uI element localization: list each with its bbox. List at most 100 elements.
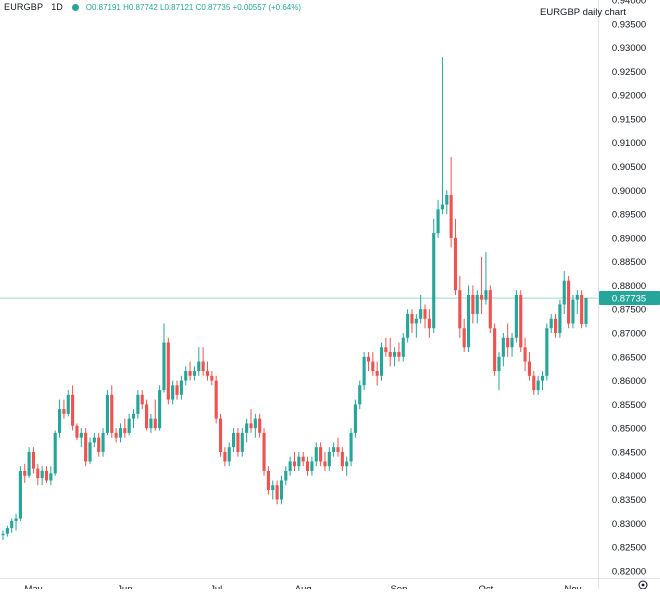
candle — [175, 380, 179, 400]
candle — [432, 218, 436, 334]
candle — [336, 437, 340, 457]
symbol-label[interactable]: EURGBP — [4, 2, 44, 12]
candle-body — [532, 375, 536, 391]
last-price-tag: 0.87735 — [599, 291, 660, 306]
candle — [84, 428, 88, 467]
candle-body — [540, 375, 545, 381]
candle — [519, 290, 523, 353]
candle-body — [105, 394, 109, 433]
candle — [319, 442, 323, 467]
candle-body — [527, 361, 532, 376]
candle-body — [31, 451, 36, 469]
x-tick-label: May — [24, 584, 42, 589]
candle — [5, 525, 9, 537]
y-tick-label: 0.93500 — [612, 19, 646, 30]
candle-body — [284, 470, 288, 481]
candle-body — [14, 518, 18, 521]
candle-body — [345, 461, 349, 467]
candle — [223, 447, 227, 467]
candle — [123, 418, 127, 438]
candle — [258, 413, 262, 438]
candle-body — [36, 468, 40, 479]
candle-body — [423, 309, 427, 319]
candle — [149, 413, 153, 433]
y-tick-label: 0.91000 — [612, 138, 646, 149]
candle-body — [97, 437, 101, 452]
candle — [514, 290, 518, 343]
candle — [49, 466, 53, 486]
candle — [140, 390, 144, 410]
candle — [188, 361, 192, 381]
y-tick-label: 0.94000 — [612, 0, 646, 7]
candle-body — [171, 385, 175, 400]
candle — [393, 347, 397, 367]
candle — [327, 447, 331, 471]
timeframe-label[interactable]: 1D — [51, 2, 63, 12]
y-tick-label: 0.85000 — [612, 424, 646, 435]
candle — [166, 337, 170, 405]
market-status-icon — [71, 3, 79, 11]
candle-body — [410, 313, 414, 324]
candle-body — [218, 418, 223, 452]
candle — [136, 390, 140, 419]
candle-body — [406, 313, 410, 338]
candle — [153, 399, 157, 431]
candle-body — [53, 432, 57, 474]
candle — [14, 513, 18, 531]
candle — [284, 466, 288, 486]
candle — [419, 294, 423, 324]
candle — [567, 275, 571, 329]
candle — [358, 380, 362, 410]
candle — [71, 385, 75, 431]
candle — [466, 285, 471, 353]
candle-body — [501, 337, 505, 357]
candle — [227, 442, 231, 467]
candle — [458, 275, 462, 338]
candle — [305, 456, 310, 476]
candle — [88, 437, 92, 464]
candle — [436, 199, 440, 238]
candle — [549, 313, 553, 334]
candle-body — [262, 432, 266, 471]
candle — [488, 285, 492, 334]
candle-body — [510, 337, 514, 348]
gear-icon[interactable] — [638, 580, 648, 590]
candle-body — [466, 294, 471, 348]
candle-body — [371, 361, 375, 372]
y-tick-label: 0.90500 — [612, 162, 646, 173]
candle — [266, 466, 270, 495]
candle-body — [145, 404, 149, 429]
candle-body — [27, 451, 31, 476]
candle-body — [245, 423, 249, 433]
candle-body — [288, 461, 292, 471]
candle — [162, 323, 166, 393]
candle-body — [205, 371, 210, 376]
candle — [571, 294, 575, 329]
candle — [271, 480, 275, 500]
candle — [301, 451, 305, 467]
candle — [75, 423, 79, 441]
candle-body — [110, 394, 114, 433]
candle — [523, 337, 527, 372]
candle-body — [101, 432, 105, 452]
candle — [501, 333, 505, 367]
candle — [423, 304, 427, 329]
candle-body — [553, 318, 558, 334]
candle-body — [340, 451, 344, 467]
candle-body — [214, 380, 218, 419]
candle-body — [62, 409, 66, 414]
candle — [449, 156, 453, 248]
y-tick-label: 0.88000 — [612, 281, 646, 292]
candle — [332, 442, 336, 457]
candle — [510, 333, 514, 357]
candle — [179, 375, 183, 400]
candle — [79, 428, 83, 448]
candle-body — [458, 290, 462, 329]
x-tick-label: Nov — [564, 584, 581, 589]
candle-body — [436, 209, 440, 234]
candle — [245, 418, 249, 443]
candle — [118, 423, 123, 443]
candle — [31, 447, 36, 474]
